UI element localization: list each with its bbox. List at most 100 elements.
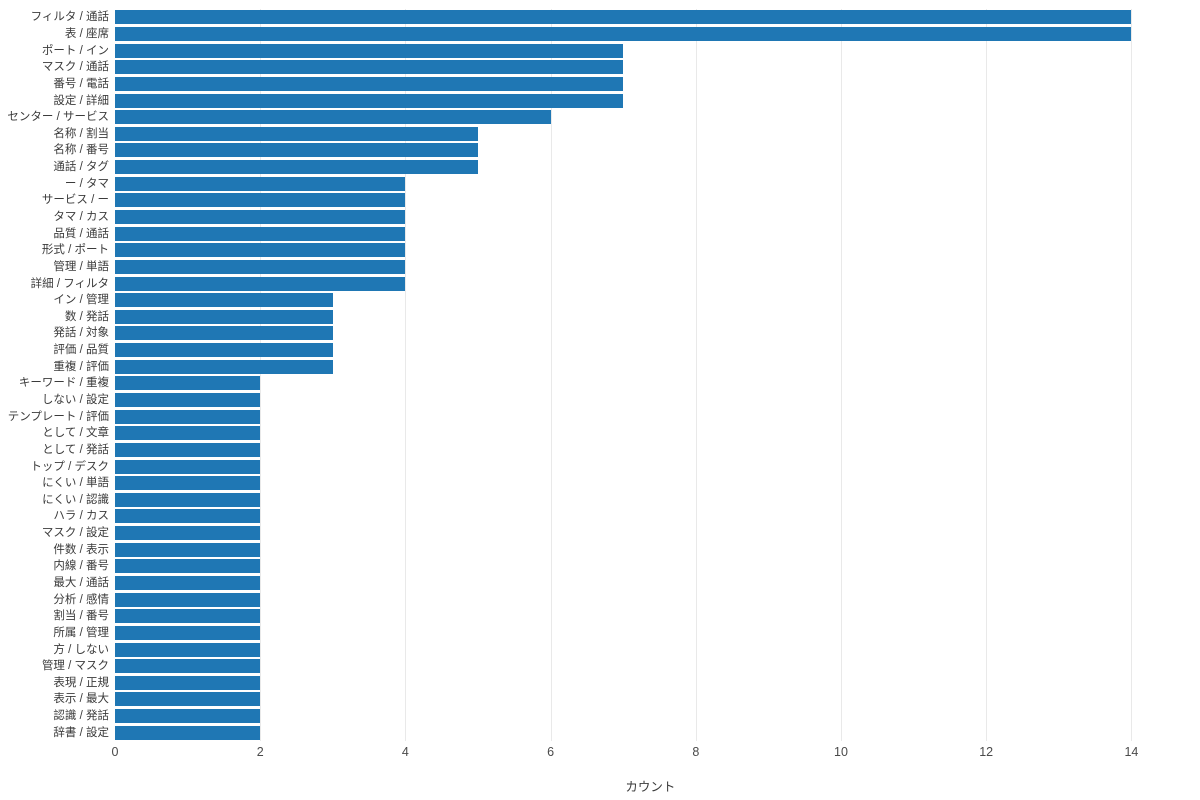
- gridline-x-10: [841, 9, 842, 741]
- category-label: 管理 / 単語: [53, 260, 109, 273]
- bar[interactable]: [115, 609, 261, 624]
- category-label: 割当 / 番号: [53, 610, 109, 623]
- category-label: 認識 / 発話: [53, 710, 109, 723]
- x-tick-label: 6: [547, 745, 555, 759]
- bar[interactable]: [115, 243, 406, 258]
- bar[interactable]: [115, 492, 261, 507]
- x-tick-label: 12: [979, 745, 994, 759]
- bar[interactable]: [115, 725, 261, 740]
- bar[interactable]: [115, 193, 406, 208]
- category-label: 形式 / ポート: [41, 244, 109, 257]
- category-label: 所属 / 管理: [53, 626, 109, 639]
- category-label: テンプレート / 評価: [7, 410, 109, 423]
- bar[interactable]: [115, 692, 261, 707]
- category-label: 名称 / 番号: [53, 144, 109, 157]
- bar[interactable]: [115, 476, 261, 491]
- gridline-x-6: [550, 9, 552, 741]
- bar[interactable]: [115, 625, 261, 640]
- bar[interactable]: [115, 642, 261, 657]
- category-label: として / 発話: [42, 443, 109, 456]
- bar[interactable]: [115, 309, 333, 324]
- bar[interactable]: [115, 160, 478, 175]
- bar[interactable]: [115, 542, 261, 557]
- category-label: 通話 / タグ: [53, 161, 109, 174]
- category-label: 最大 / 通話: [53, 576, 109, 589]
- category-label: 表 / 座席: [64, 27, 109, 40]
- bar[interactable]: [115, 426, 261, 441]
- category-label: タマ / カス: [53, 210, 109, 223]
- category-label: 発話 / 対象: [53, 327, 109, 340]
- category-label: センター / サービス: [7, 111, 109, 124]
- bar[interactable]: [115, 209, 406, 224]
- bar[interactable]: [115, 675, 261, 690]
- category-label: 表現 / 正規: [53, 676, 109, 689]
- gridline-x-2: [260, 9, 262, 741]
- category-label: トップ / デスク: [30, 460, 109, 473]
- category-label: 品質 / 通話: [53, 227, 109, 240]
- bar[interactable]: [115, 43, 624, 58]
- category-label: 設定 / 詳細: [53, 94, 109, 107]
- bar[interactable]: [115, 26, 1132, 41]
- bar[interactable]: [115, 259, 406, 274]
- category-label: 評価 / 品質: [53, 344, 109, 357]
- gridline-x-4: [405, 9, 407, 741]
- category-label: 数 / 発話: [64, 310, 109, 323]
- category-label: にくい / 認識: [42, 493, 109, 506]
- bar[interactable]: [115, 326, 333, 341]
- bar[interactable]: [115, 659, 261, 674]
- bar[interactable]: [115, 559, 261, 574]
- bar[interactable]: [115, 409, 261, 424]
- category-label: イン / 管理: [53, 294, 109, 307]
- x-tick-label: 4: [401, 745, 409, 759]
- category-label: 管理 / マスク: [41, 660, 109, 673]
- bar[interactable]: [115, 592, 261, 607]
- category-label: 内線 / 番号: [53, 560, 109, 573]
- gridline-x-12: [986, 9, 988, 741]
- category-label: キーワード / 重複: [18, 377, 109, 390]
- x-tick-label: 14: [1124, 745, 1139, 759]
- gridline-x-8: [695, 9, 697, 741]
- category-label: フィルタ / 通話: [30, 11, 109, 24]
- bar[interactable]: [115, 293, 333, 308]
- x-tick-label: 0: [111, 745, 119, 759]
- bar[interactable]: [115, 343, 333, 358]
- category-label: にくい / 単語: [42, 477, 109, 490]
- category-label: ポート / イン: [41, 44, 109, 57]
- bar[interactable]: [115, 226, 406, 241]
- bar[interactable]: [115, 10, 1132, 25]
- bar[interactable]: [115, 575, 261, 590]
- bar[interactable]: [115, 359, 333, 374]
- x-tick-label: 8: [692, 745, 700, 759]
- category-label: として / 文章: [42, 427, 109, 440]
- bar[interactable]: [115, 442, 261, 457]
- bar[interactable]: [115, 526, 261, 541]
- bar[interactable]: [115, 93, 624, 108]
- bar[interactable]: [115, 276, 406, 291]
- category-label: 表示 / 最大: [53, 693, 109, 706]
- x-axis-label: カウント: [625, 780, 676, 794]
- bar[interactable]: [115, 143, 478, 158]
- bar[interactable]: [115, 459, 261, 474]
- category-label: 方 / しない: [53, 643, 109, 656]
- bar[interactable]: [115, 126, 478, 141]
- category-label: サービス / ー: [41, 194, 109, 207]
- category-label: しない / 設定: [41, 393, 109, 406]
- bar[interactable]: [115, 76, 624, 91]
- category-label: 分析 / 感情: [53, 593, 109, 606]
- category-label: ー / タマ: [64, 177, 109, 190]
- category-label: マスク / 設定: [41, 527, 109, 540]
- bar[interactable]: [115, 60, 624, 75]
- category-label: マスク / 通話: [41, 61, 109, 74]
- bar[interactable]: [115, 376, 261, 391]
- category-label: 重複 / 評価: [53, 360, 109, 373]
- bar[interactable]: [115, 392, 261, 407]
- category-label: ハラ / カス: [53, 510, 109, 523]
- bar[interactable]: [115, 110, 551, 125]
- category-label: 詳細 / フィルタ: [30, 277, 109, 290]
- category-label: 辞書 / 設定: [53, 726, 109, 739]
- bar[interactable]: [115, 709, 261, 724]
- x-tick-label: 2: [256, 745, 264, 759]
- bar[interactable]: [115, 176, 406, 191]
- bar[interactable]: [115, 509, 261, 524]
